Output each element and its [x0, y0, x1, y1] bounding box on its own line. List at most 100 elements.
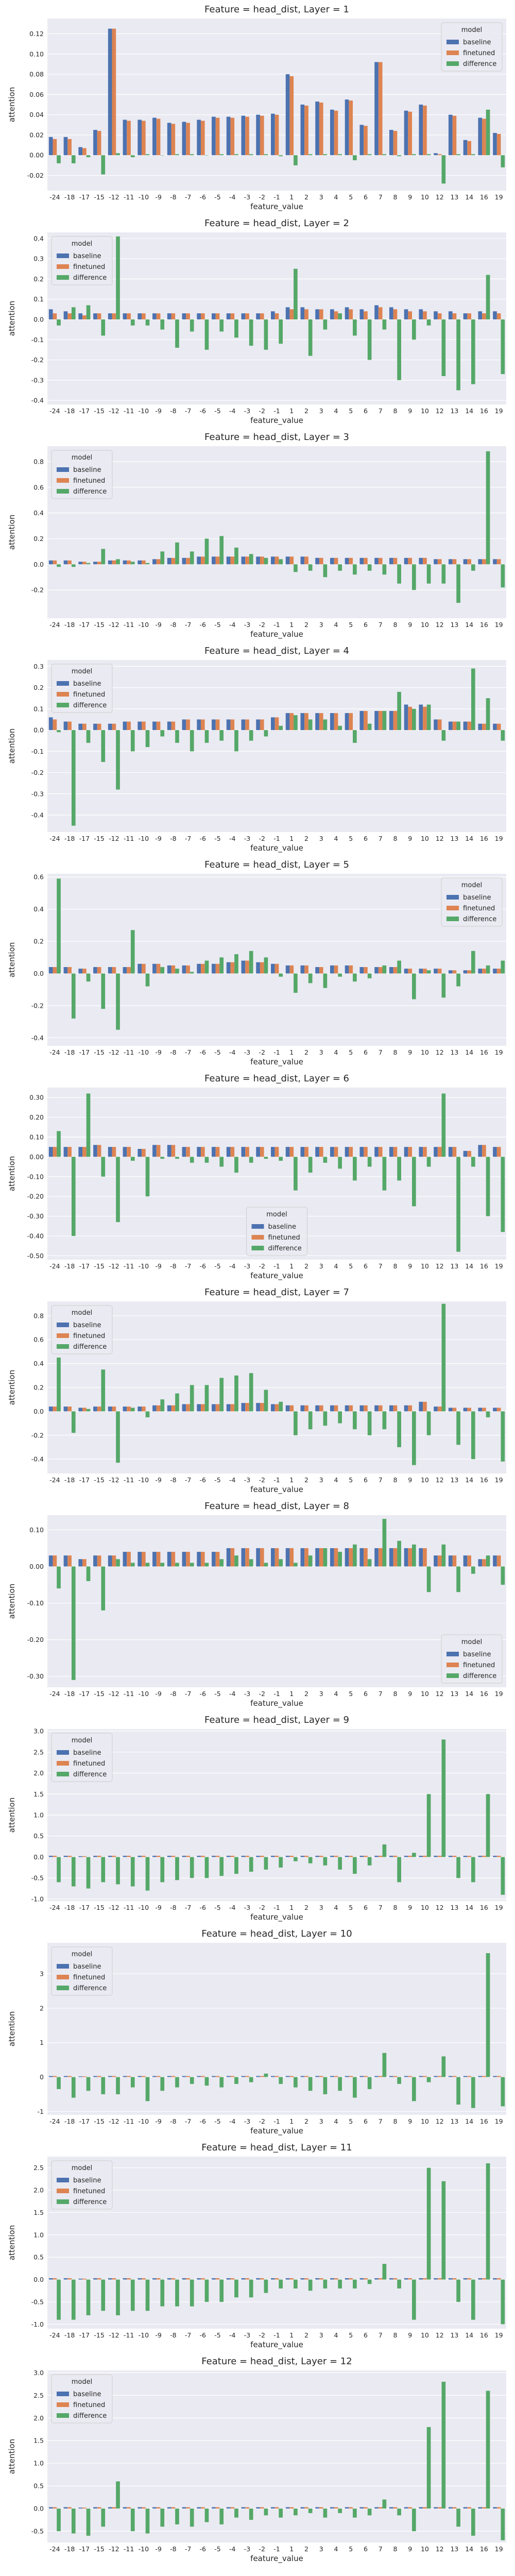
bar-difference--1: [279, 559, 283, 565]
x-tick-label: 1: [289, 193, 294, 201]
bar-finetuned--3: [245, 2076, 249, 2077]
bar-baseline--1: [271, 1147, 275, 1157]
bar-baseline-16: [478, 2278, 483, 2280]
bar-baseline--15: [93, 562, 97, 565]
x-tick-label: 4: [334, 2545, 338, 2553]
bar-baseline--10: [138, 1552, 142, 1567]
legend-box: [51, 1733, 113, 1782]
legend-entry: baseline: [73, 2391, 101, 2398]
bar-baseline-16: [478, 1145, 483, 1157]
bar-finetuned-14: [467, 313, 471, 319]
bar-difference--9: [160, 2279, 165, 2307]
bar-baseline-9: [404, 2076, 408, 2077]
x-tick-label: -15: [94, 1690, 104, 1698]
bar-baseline--8: [167, 1145, 171, 1157]
bar-baseline-10: [419, 557, 423, 565]
x-tick-label: 14: [465, 2117, 473, 2125]
x-tick-label: -8: [170, 835, 177, 842]
legend-box: [51, 1946, 113, 1996]
bar-baseline-12: [434, 153, 438, 156]
x-tick-label: -4: [229, 2331, 236, 2339]
bar-finetuned--7: [186, 2076, 190, 2077]
bar-finetuned-1: [289, 1147, 294, 1157]
bar-finetuned--18: [67, 2076, 72, 2077]
bar-baseline-12: [434, 1555, 438, 1567]
x-tick-label: -17: [79, 1690, 90, 1698]
x-tick-label: -12: [109, 1476, 119, 1484]
bar-difference-7: [382, 1844, 387, 1857]
bar-baseline-3: [315, 1548, 319, 1567]
bar-finetuned-4: [334, 1548, 338, 1567]
bar-finetuned-9: [408, 311, 413, 319]
bar-difference-14: [471, 951, 475, 974]
bar-finetuned--1: [274, 2507, 279, 2509]
bar-baseline--6: [197, 1552, 201, 1567]
y-tick-label: -1: [38, 2108, 44, 2115]
legend-entry: baseline: [73, 2177, 101, 2184]
bar-finetuned--1: [274, 313, 279, 319]
bar-baseline-19: [493, 1856, 497, 1857]
bar-baseline-6: [359, 1405, 364, 1412]
y-tick-label: 0.20: [29, 1113, 44, 1121]
x-tick-label: -10: [139, 1262, 149, 1270]
bar-difference--18: [71, 2077, 76, 2098]
bar-baseline-12: [434, 2507, 438, 2509]
bar-baseline--12: [108, 2507, 112, 2509]
x-tick-label: 12: [436, 1904, 444, 1911]
legend-swatch-difference: [251, 1246, 264, 1250]
x-tick-label: 3: [319, 621, 323, 629]
y-tick-label: -1.0: [31, 1895, 44, 1903]
bar-finetuned--11: [127, 2076, 131, 2077]
x-tick-label: 5: [349, 2545, 353, 2553]
bar-difference-8: [397, 2509, 401, 2516]
bar-finetuned--8: [171, 557, 176, 565]
y-tick-label: 0.00: [29, 151, 44, 159]
bar-baseline--4: [226, 1856, 231, 1857]
bar-baseline--9: [152, 117, 157, 156]
chart-title: Feature = head_dist, Layer = 1: [204, 4, 349, 15]
bar-difference--4: [234, 154, 238, 156]
bar-finetuned-14: [467, 1150, 471, 1157]
x-tick-label: -6: [200, 2117, 207, 2125]
y-tick-label: 0.04: [29, 111, 44, 118]
x-tick-label: -9: [155, 1476, 162, 1484]
x-tick-label: 12: [436, 621, 444, 629]
y-tick-label: 0.2: [33, 275, 44, 283]
bar-finetuned--4: [230, 2278, 235, 2280]
bar-finetuned--17: [82, 1408, 87, 1412]
bar-baseline--24: [48, 2278, 53, 2280]
bar-difference--18: [71, 1857, 76, 1887]
legend-swatch-difference: [57, 1986, 69, 1990]
bar-baseline--10: [138, 2507, 142, 2509]
legend-entry: difference: [73, 2198, 107, 2206]
bar-finetuned--6: [200, 556, 205, 565]
bar-finetuned-9: [408, 1856, 413, 1857]
bar-finetuned--2: [260, 2076, 264, 2077]
y-tick-label: 0.0: [33, 1408, 44, 1415]
bar-baseline--4: [226, 116, 231, 156]
bar-difference--9: [160, 1563, 165, 1567]
bar-finetuned--5: [215, 719, 220, 731]
x-tick-label: 8: [393, 835, 397, 842]
bar-finetuned-16: [482, 1145, 486, 1157]
bar-baseline-3: [315, 1405, 319, 1412]
bar-baseline--10: [138, 120, 142, 156]
x-tick-label: -8: [170, 1904, 177, 1911]
legend-swatch-finetuned: [57, 2402, 69, 2407]
y-tick-label: 0.10: [29, 50, 44, 58]
bar-finetuned--18: [67, 313, 72, 319]
bar-difference-7: [382, 1157, 387, 1191]
bar-baseline-14: [463, 313, 468, 319]
x-tick-label: -15: [94, 2117, 104, 2125]
bar-difference-1: [294, 1857, 298, 1861]
bar-difference--18: [71, 1411, 76, 1433]
bar-difference--12: [116, 1157, 120, 1223]
x-tick-label: 16: [480, 2545, 488, 2553]
bar-baseline--6: [197, 719, 201, 731]
bar-difference--11: [130, 319, 135, 326]
bar-baseline--11: [123, 2278, 127, 2280]
x-tick-label: 14: [465, 193, 473, 201]
bar-difference-5: [353, 1157, 357, 1181]
bar-finetuned--10: [141, 1406, 146, 1412]
